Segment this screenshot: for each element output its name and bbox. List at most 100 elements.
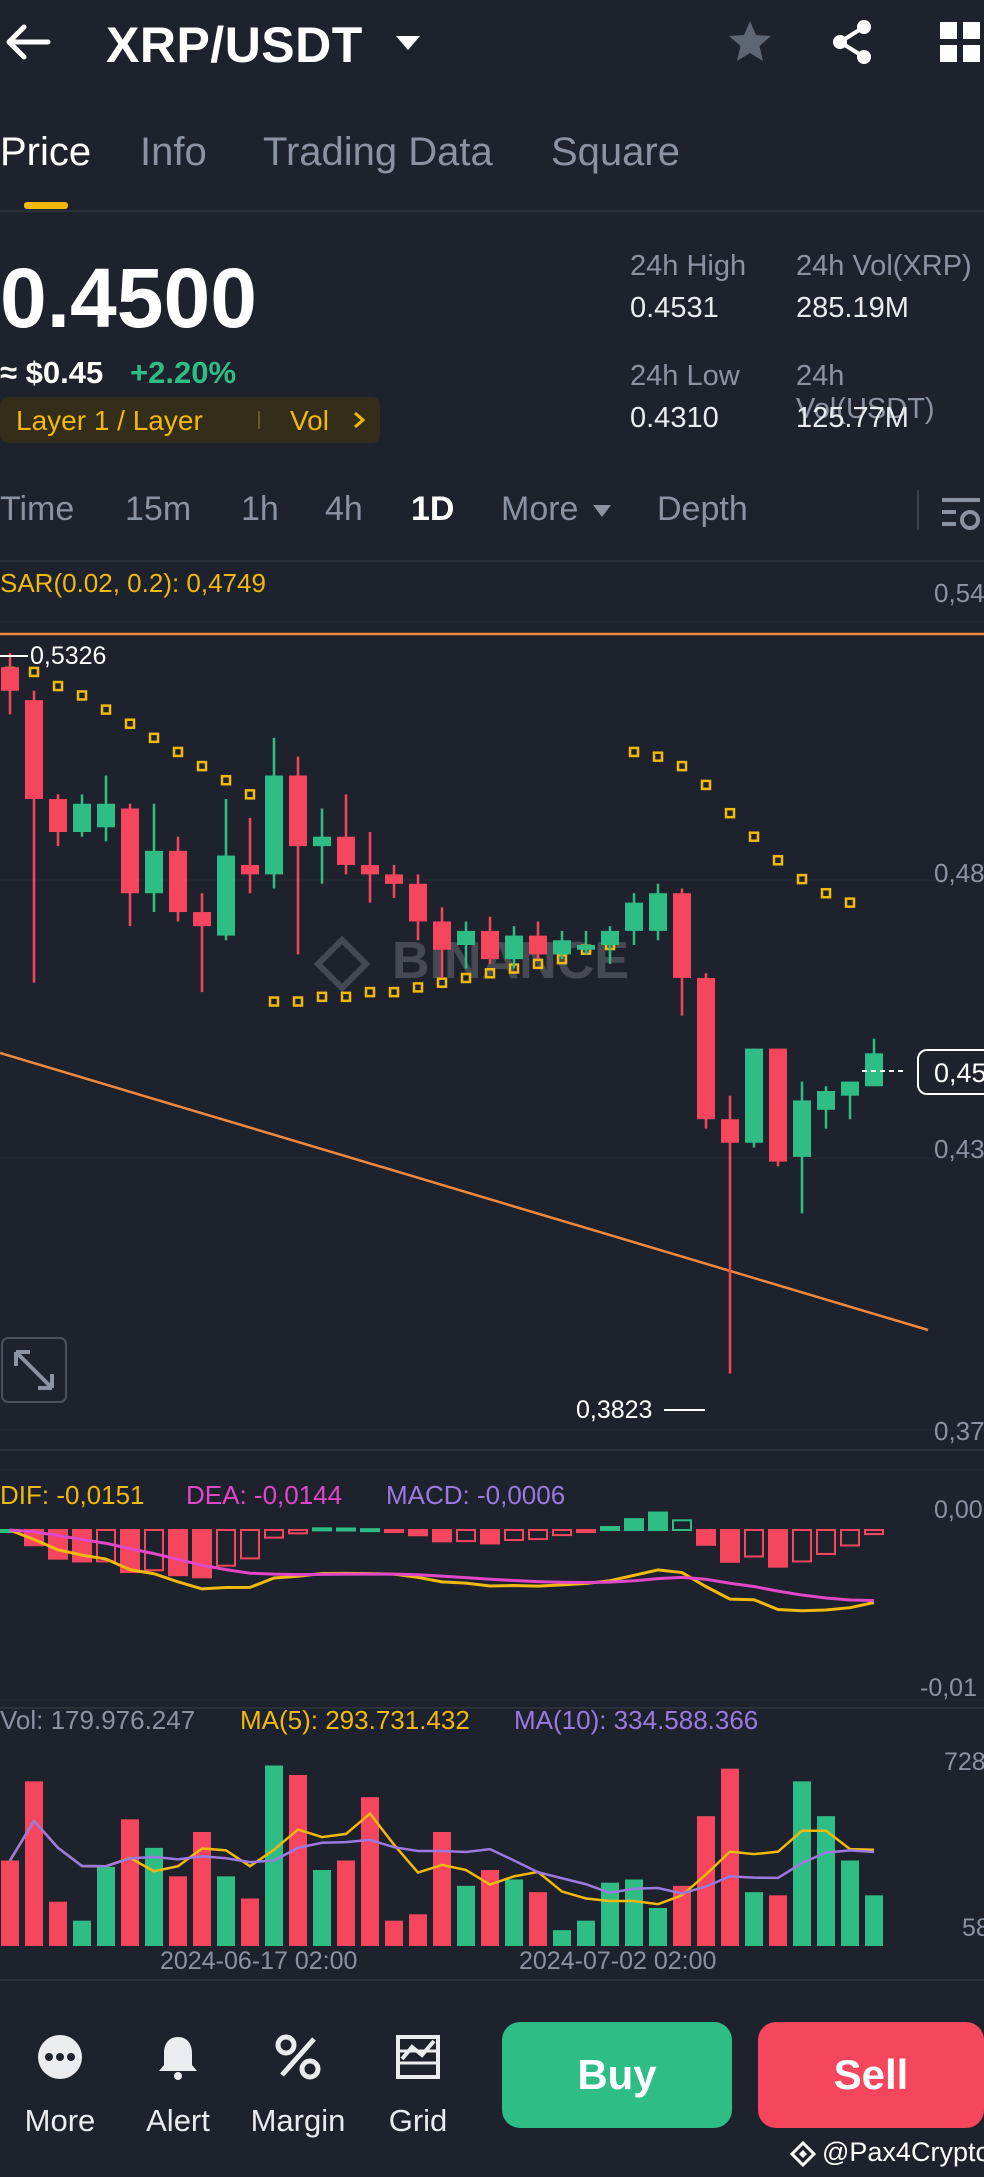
tab-trading-data[interactable]: Trading Data <box>263 130 493 174</box>
ma5-label: MA(5): 293.731.432 <box>240 1705 470 1735</box>
expand-chart-button[interactable] <box>1 1337 67 1403</box>
tab-info[interactable]: Info <box>140 130 207 174</box>
interval-15m[interactable]: 15m <box>125 490 192 528</box>
interval-4h[interactable]: 4h <box>325 490 363 528</box>
candle-body <box>193 912 211 927</box>
more-caret-icon[interactable] <box>592 504 612 518</box>
buy-button[interactable]: Buy <box>502 2022 732 2128</box>
pair-title[interactable]: XRP/USDT <box>106 17 363 73</box>
vol-xrp-label: 24h Vol(XRP) <box>796 250 972 282</box>
macd-bar <box>840 1529 860 1547</box>
volume-bar <box>337 1860 355 1946</box>
candle <box>865 1038 883 1087</box>
candle <box>601 926 619 964</box>
candle <box>529 921 547 960</box>
low-mark-label: 0,3823 <box>576 1396 652 1424</box>
tab-square[interactable]: Square <box>551 130 680 174</box>
candle <box>721 1095 739 1374</box>
interval-separator <box>917 490 919 530</box>
macd-bar <box>720 1529 740 1563</box>
macd-bar <box>624 1518 644 1531</box>
sar-dot <box>340 991 352 1003</box>
volume-bar <box>121 1819 139 1946</box>
macd-bar <box>264 1529 284 1539</box>
interval-1d[interactable]: 1D <box>411 490 455 528</box>
candle <box>361 832 379 903</box>
macd-bar <box>744 1529 764 1558</box>
sar-dot <box>724 807 736 819</box>
candle <box>121 803 139 927</box>
category-tag[interactable]: Layer 1 / Layer Vol <box>0 397 380 443</box>
candle <box>241 817 259 894</box>
candle <box>577 930 595 955</box>
ma10-line <box>8 1818 875 1895</box>
interval-1h[interactable]: 1h <box>241 490 279 528</box>
sar-dot <box>364 986 376 998</box>
candle-body <box>145 850 163 894</box>
candle-body <box>433 921 451 950</box>
volume-bar <box>649 1908 667 1946</box>
sar-dot <box>772 855 784 866</box>
volume-bar <box>265 1765 283 1946</box>
sell-button[interactable]: Sell <box>758 2022 984 2128</box>
candle-body <box>385 874 403 884</box>
macd-bar <box>648 1511 668 1531</box>
chart-settings-icon[interactable] <box>940 494 984 534</box>
candle <box>217 799 235 941</box>
interval-more[interactable]: More <box>501 490 579 528</box>
macd-bar <box>696 1529 716 1546</box>
macd-bar <box>600 1526 620 1531</box>
candle-body <box>553 940 571 955</box>
kline-chart[interactable]: SAR(0.02, 0.2): 0,4749 0,54 0,48 0,43 0,… <box>0 560 984 1990</box>
margin-label: Margin <box>250 2103 346 2138</box>
category-tag-vol: Vol <box>290 405 329 436</box>
candle-body <box>793 1100 811 1157</box>
back-arrow-icon[interactable] <box>4 22 52 62</box>
support-trendline <box>0 1051 929 1332</box>
sar-dot <box>436 977 448 988</box>
macd-bar <box>672 1519 692 1531</box>
candle <box>1 653 19 715</box>
x-date-1: 2024-07-02 02:00 <box>519 1947 716 1975</box>
candle <box>313 808 331 884</box>
tab-price[interactable]: Price <box>0 130 92 174</box>
volume-bar <box>481 1870 499 1946</box>
sar-dot <box>676 760 688 772</box>
candle-body <box>73 803 91 833</box>
candle <box>265 737 283 889</box>
candle-body <box>409 883 427 922</box>
macd-bar <box>288 1529 308 1535</box>
sar-dot <box>100 704 112 715</box>
sar-dot <box>220 774 232 786</box>
grid-menu-icon[interactable] <box>938 20 982 64</box>
y-tick-048: 0,48 <box>934 858 984 888</box>
volume-bar <box>721 1768 739 1946</box>
candle-body <box>1 667 19 691</box>
y-tick-037: 0,37 <box>934 1416 984 1446</box>
interval-depth[interactable]: Depth <box>657 490 748 528</box>
candle <box>145 803 163 913</box>
vol-label: Vol: 179.976.247 <box>0 1705 195 1735</box>
candle <box>817 1086 835 1129</box>
credit-text: @Pax4Crypto <box>822 2137 984 2167</box>
candle-body <box>289 775 307 847</box>
y-tick-054: 0,54 <box>934 578 984 608</box>
dropdown-caret-icon[interactable] <box>394 34 422 52</box>
volume-bar <box>313 1870 331 1946</box>
candle-body <box>721 1119 739 1143</box>
candle <box>337 794 355 875</box>
interval-time[interactable]: Time <box>0 490 75 528</box>
macd-bar <box>552 1529 572 1537</box>
volume-bar <box>769 1895 787 1946</box>
macd-bar <box>480 1529 500 1545</box>
macd-bar <box>216 1529 236 1567</box>
share-icon[interactable] <box>828 18 876 66</box>
volume-bars <box>1 1765 883 1946</box>
macd-bar <box>168 1529 188 1577</box>
candle-body <box>121 808 139 894</box>
volume-bar <box>409 1914 427 1946</box>
low-value: 0.4310 <box>630 402 719 434</box>
chevron-right-icon <box>354 411 366 429</box>
star-icon[interactable] <box>726 18 774 66</box>
candle <box>793 1081 811 1214</box>
